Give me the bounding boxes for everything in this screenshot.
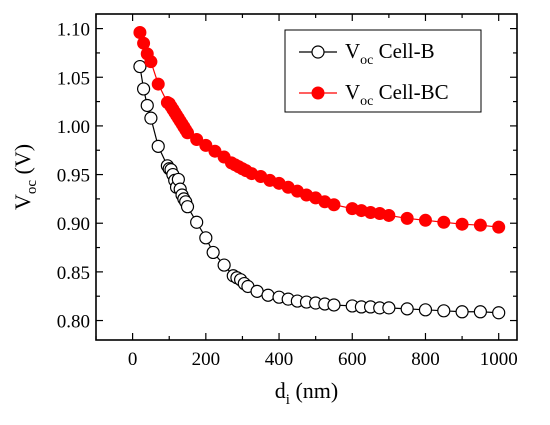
x-axis-title: di (nm) (275, 378, 338, 408)
data-point (217, 258, 231, 272)
axis-ticks: 0 200 400 600 800 1000 0.80 0.85 0.90 0.95 1.00 1.0… (57, 14, 518, 370)
y-tick-label: 1.05 (57, 68, 90, 89)
x-axis-title-rest: (nm) (290, 378, 338, 403)
x-tick-label: 0 (128, 349, 138, 370)
legend-label-cell-bc-subscript: oc (360, 94, 373, 109)
data-point (382, 301, 396, 315)
y-axis-title: Voc (V) (10, 144, 40, 210)
x-tick-label: 200 (192, 349, 221, 370)
legend-label-cell-b-subscript: oc (360, 53, 373, 68)
data-point (180, 200, 195, 214)
plot-series (133, 25, 506, 320)
data-point (206, 245, 220, 260)
data-point (455, 305, 469, 319)
y-axis-title-base: V (10, 194, 35, 210)
data-point (133, 59, 147, 74)
data-point (151, 77, 165, 91)
data-point (382, 208, 396, 222)
data-point (437, 215, 451, 229)
data-point (190, 215, 204, 229)
y-axis-title-rest: (V) (10, 144, 35, 180)
data-point (492, 220, 506, 234)
x-tick-label: 400 (265, 349, 294, 370)
legend: Voc Cell-B Voc Cell-BC (284, 29, 482, 113)
data-point (437, 304, 451, 318)
x-tick-label: 1000 (480, 349, 518, 370)
legend-label-cell-bc-rest: Cell-BC (373, 80, 448, 104)
y-axis-title-subscript: oc (24, 180, 40, 195)
y-tick-label: 1.00 (57, 117, 90, 138)
data-point (418, 213, 432, 227)
data-point (400, 302, 414, 316)
x-axis-title-subscript: i (286, 392, 290, 408)
data-point (137, 36, 151, 50)
data-point (136, 82, 151, 96)
data-point (144, 111, 158, 125)
y-tick-label: 0.85 (57, 263, 90, 284)
data-point (151, 139, 165, 153)
y-tick-label: 0.95 (57, 166, 90, 187)
data-point (144, 55, 158, 69)
data-point (492, 306, 506, 320)
y-tick-label: 0.90 (57, 214, 90, 235)
data-point (455, 217, 469, 231)
legend-label-cell-b: Voc Cell-B (345, 39, 435, 68)
x-tick-label: 600 (338, 349, 367, 370)
data-point (473, 218, 487, 232)
data-point (418, 303, 433, 317)
data-point (140, 98, 154, 113)
data-point (208, 144, 222, 158)
legend-label-cell-bc: Voc Cell-BC (345, 80, 449, 109)
data-point (261, 288, 275, 302)
data-point (199, 138, 213, 152)
data-point (400, 211, 414, 225)
data-point (327, 298, 341, 312)
plot-frame (95, 13, 518, 341)
data-point (250, 284, 264, 298)
legend-marker-cell-b (311, 45, 325, 59)
x-axis-title-base: d (275, 378, 286, 403)
legend-marker-cell-bc (311, 86, 325, 100)
data-point (327, 198, 341, 212)
data-point (133, 25, 147, 39)
data-point (199, 231, 213, 245)
data-point (473, 305, 487, 319)
legend-label-cell-b-base: V (345, 39, 360, 63)
legend-label-cell-bc-base: V (345, 80, 360, 104)
data-point (181, 126, 195, 140)
y-tick-label: 0.80 (57, 312, 90, 333)
legend-label-cell-b-rest: Cell-B (373, 39, 434, 63)
y-tick-label: 1.10 (57, 20, 90, 41)
data-point (190, 133, 204, 147)
x-tick-label: 800 (411, 349, 440, 370)
